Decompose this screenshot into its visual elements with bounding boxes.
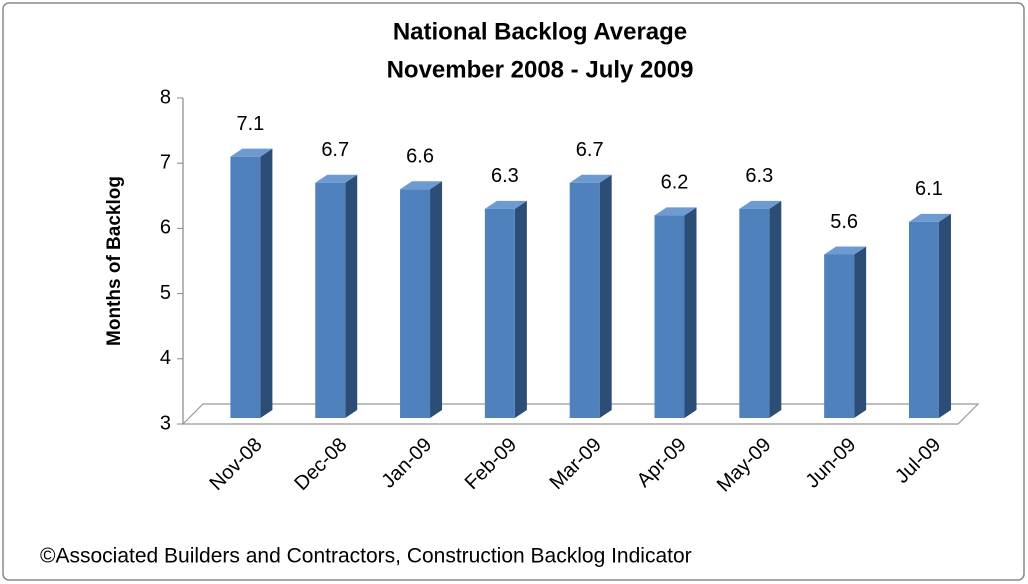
y-tick-label: 7: [160, 151, 171, 173]
y-tick-label: 6: [160, 217, 171, 239]
bar: [908, 221, 939, 418]
bar: [400, 189, 431, 418]
chart-title: National Backlog Average: [393, 18, 687, 45]
bar-side: [769, 200, 782, 418]
bar-side: [599, 174, 612, 418]
bar-top: [654, 207, 697, 216]
data-label: 7.1: [237, 113, 265, 135]
chart-subtitle: November 2008 - July 2009: [387, 56, 694, 83]
bar-top: [569, 174, 612, 183]
bar: [315, 182, 346, 418]
bar: [824, 254, 855, 418]
data-label: 6.7: [321, 139, 349, 161]
data-label: 6.1: [915, 178, 943, 200]
y-tick-label: 4: [160, 347, 171, 369]
bar-top: [315, 174, 358, 183]
bar: [230, 156, 261, 418]
bar-top: [824, 246, 867, 255]
bar-side: [938, 213, 951, 418]
bar-top: [908, 213, 951, 222]
data-label: 6.3: [491, 165, 519, 187]
bar-side: [684, 207, 697, 418]
bar-top: [484, 200, 527, 209]
bar-side: [345, 174, 358, 418]
y-tick-label: 5: [160, 282, 171, 304]
data-label: 6.3: [745, 165, 773, 187]
bar-top: [739, 200, 782, 209]
data-label: 6.2: [661, 172, 689, 194]
data-label: 6.7: [576, 139, 604, 161]
bar-side: [260, 148, 273, 418]
bar: [569, 182, 600, 418]
bar: [739, 208, 770, 418]
bar-side: [430, 181, 443, 418]
bar: [654, 215, 685, 418]
bar: [484, 208, 515, 418]
data-label: 5.6: [830, 211, 858, 233]
bar-top: [400, 181, 443, 190]
bar-side: [854, 246, 867, 418]
source-note: ©Associated Builders and Contractors, Co…: [40, 545, 692, 568]
floor: [181, 403, 980, 425]
y-axis-title: Months of Backlog: [104, 176, 125, 346]
y-tick-label: 3: [160, 412, 171, 434]
data-label: 6.6: [406, 146, 434, 168]
bar-top: [230, 148, 273, 157]
y-tick-label: 8: [160, 86, 171, 108]
bar-side: [514, 200, 527, 418]
